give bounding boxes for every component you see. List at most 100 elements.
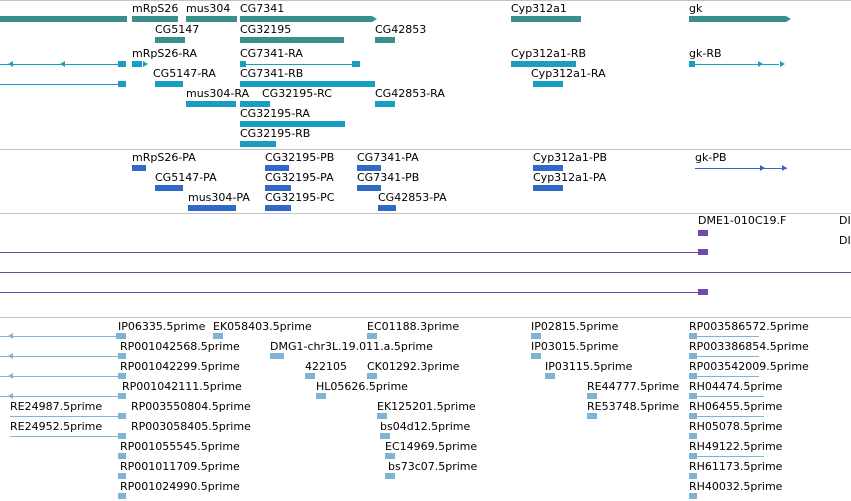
- gene-label[interactable]: mus304: [186, 2, 231, 15]
- transcript-label[interactable]: CG32195-RB: [240, 127, 311, 140]
- est-label[interactable]: RP001042299.5prime: [120, 360, 240, 373]
- protein-label[interactable]: CG5147-PA: [155, 171, 217, 184]
- protein-label[interactable]: CG32195-PB: [265, 151, 335, 164]
- gene-bar[interactable]: [240, 16, 372, 22]
- gene-bar[interactable]: [155, 37, 185, 43]
- protein-label[interactable]: CG7341-PB: [357, 171, 420, 184]
- est-label[interactable]: 422105: [305, 360, 347, 373]
- est-label[interactable]: DMG1-chr3L.19.011.a.5prime: [270, 340, 433, 353]
- transcript-label[interactable]: Cyp312a1-RB: [511, 47, 587, 60]
- est-label[interactable]: RH61173.5prime: [689, 460, 783, 473]
- protein-block: [357, 185, 381, 191]
- est-label[interactable]: bs04d12.5prime: [380, 420, 471, 433]
- clone-label[interactable]: DME1-010C19.F: [698, 214, 787, 227]
- transcript-label[interactable]: gk-RB: [689, 47, 722, 60]
- protein-label[interactable]: CG42853-PA: [378, 191, 447, 204]
- gene-bar[interactable]: [511, 16, 581, 22]
- transcript-line: [0, 84, 124, 85]
- gene-bar[interactable]: [0, 16, 127, 22]
- protein-label[interactable]: CG32195-PA: [265, 171, 334, 184]
- est-label[interactable]: RE24987.5prime: [10, 400, 103, 413]
- protein-label[interactable]: Cyp312a1-PA: [533, 171, 607, 184]
- est-label[interactable]: IP03015.5prime: [531, 340, 619, 353]
- gene-label[interactable]: CG42853: [375, 23, 427, 36]
- est-label[interactable]: RP003586572.5prime: [689, 320, 809, 333]
- est-label[interactable]: RH04474.5prime: [689, 380, 783, 393]
- transcript-label[interactable]: Cyp312a1-RA: [531, 67, 606, 80]
- gene-bar[interactable]: [375, 37, 395, 43]
- gene-label[interactable]: CG5147: [155, 23, 200, 36]
- est-label[interactable]: RP003542009.5prime: [689, 360, 809, 373]
- est-arrow: [8, 373, 13, 379]
- est-label[interactable]: RP001042111.5prime: [122, 380, 242, 393]
- exon: [132, 61, 142, 67]
- est-label[interactable]: EC14969.5prime: [385, 440, 478, 453]
- est-label[interactable]: RP003550804.5prime: [131, 400, 251, 413]
- est-label[interactable]: RH05078.5prime: [689, 420, 783, 433]
- est-block: [689, 473, 697, 479]
- clone-label[interactable]: DI: [839, 214, 851, 227]
- gene-label[interactable]: CG7341: [240, 2, 285, 15]
- exon: [240, 101, 270, 107]
- est-label[interactable]: IP06335.5prime: [118, 320, 206, 333]
- transcript-label[interactable]: mRpS26-RA: [132, 47, 198, 60]
- protein-label[interactable]: CG7341-PA: [357, 151, 419, 164]
- exon: [352, 61, 360, 67]
- transcript-label[interactable]: CG32195-RA: [240, 107, 310, 120]
- est-label[interactable]: RE53748.5prime: [587, 400, 680, 413]
- gene-label[interactable]: Cyp312a1: [511, 2, 567, 15]
- gene-bar[interactable]: [186, 16, 237, 22]
- est-label[interactable]: RP001024990.5prime: [120, 480, 240, 493]
- est-label[interactable]: RH49122.5prime: [689, 440, 783, 453]
- gene-bar[interactable]: [132, 16, 178, 22]
- gene-label[interactable]: mRpS26: [132, 2, 179, 15]
- est-block: [587, 413, 597, 419]
- est-label[interactable]: EC01188.3prime: [367, 320, 460, 333]
- track-separator: [0, 213, 851, 214]
- est-label[interactable]: RP003058405.5prime: [131, 420, 251, 433]
- est-label[interactable]: EK058403.5prime: [213, 320, 312, 333]
- est-block: [118, 353, 126, 359]
- est-label[interactable]: RE24952.5prime: [10, 420, 103, 433]
- transcript-label[interactable]: CG5147-RA: [153, 67, 216, 80]
- est-label[interactable]: RP003386854.5prime: [689, 340, 809, 353]
- clone-line: [0, 292, 708, 293]
- protein-label[interactable]: Cyp312a1-PB: [533, 151, 608, 164]
- est-label[interactable]: CK01292.3prime: [367, 360, 460, 373]
- gene-label[interactable]: CG32195: [240, 23, 292, 36]
- gene-bar[interactable]: [689, 16, 786, 22]
- protein-label[interactable]: mRpS26-PA: [132, 151, 196, 164]
- clone-line: [0, 252, 708, 253]
- est-label[interactable]: EK125201.5prime: [377, 400, 476, 413]
- est-line: [689, 396, 764, 397]
- protein-label[interactable]: CG32195-PC: [265, 191, 335, 204]
- protein-block: [265, 185, 291, 191]
- est-label[interactable]: HL05626.5prime: [316, 380, 408, 393]
- transcript-label[interactable]: mus304-RA: [186, 87, 250, 100]
- exon: [240, 61, 246, 67]
- gene-arrow: [372, 16, 377, 22]
- est-label[interactable]: RE44777.5prime: [587, 380, 680, 393]
- transcript-label[interactable]: CG32195-RC: [262, 87, 332, 100]
- est-label[interactable]: RP001055545.5prime: [120, 440, 240, 453]
- transcript-arrow: [758, 61, 763, 67]
- est-label[interactable]: IP03115.5prime: [545, 360, 633, 373]
- est-label[interactable]: RP001011709.5prime: [120, 460, 240, 473]
- gene-label[interactable]: gk: [689, 2, 703, 15]
- protein-label[interactable]: mus304-PA: [188, 191, 250, 204]
- est-label[interactable]: RH40032.5prime: [689, 480, 783, 493]
- transcript-label[interactable]: CG7341-RA: [240, 47, 303, 60]
- est-label[interactable]: bs73c07.5prime: [388, 460, 478, 473]
- transcript-label[interactable]: CG42853-RA: [375, 87, 445, 100]
- transcript-label[interactable]: CG7341-RB: [240, 67, 304, 80]
- est-label[interactable]: RP001042568.5prime: [120, 340, 240, 353]
- exon: [240, 81, 375, 87]
- est-block: [118, 493, 126, 499]
- exon: [533, 81, 563, 87]
- protein-label[interactable]: gk-PB: [695, 151, 727, 164]
- est-label[interactable]: IP02815.5prime: [531, 320, 619, 333]
- gene-bar[interactable]: [240, 37, 344, 43]
- est-label[interactable]: RH06455.5prime: [689, 400, 783, 413]
- clone-label[interactable]: DI: [839, 234, 851, 247]
- est-block: [316, 393, 326, 399]
